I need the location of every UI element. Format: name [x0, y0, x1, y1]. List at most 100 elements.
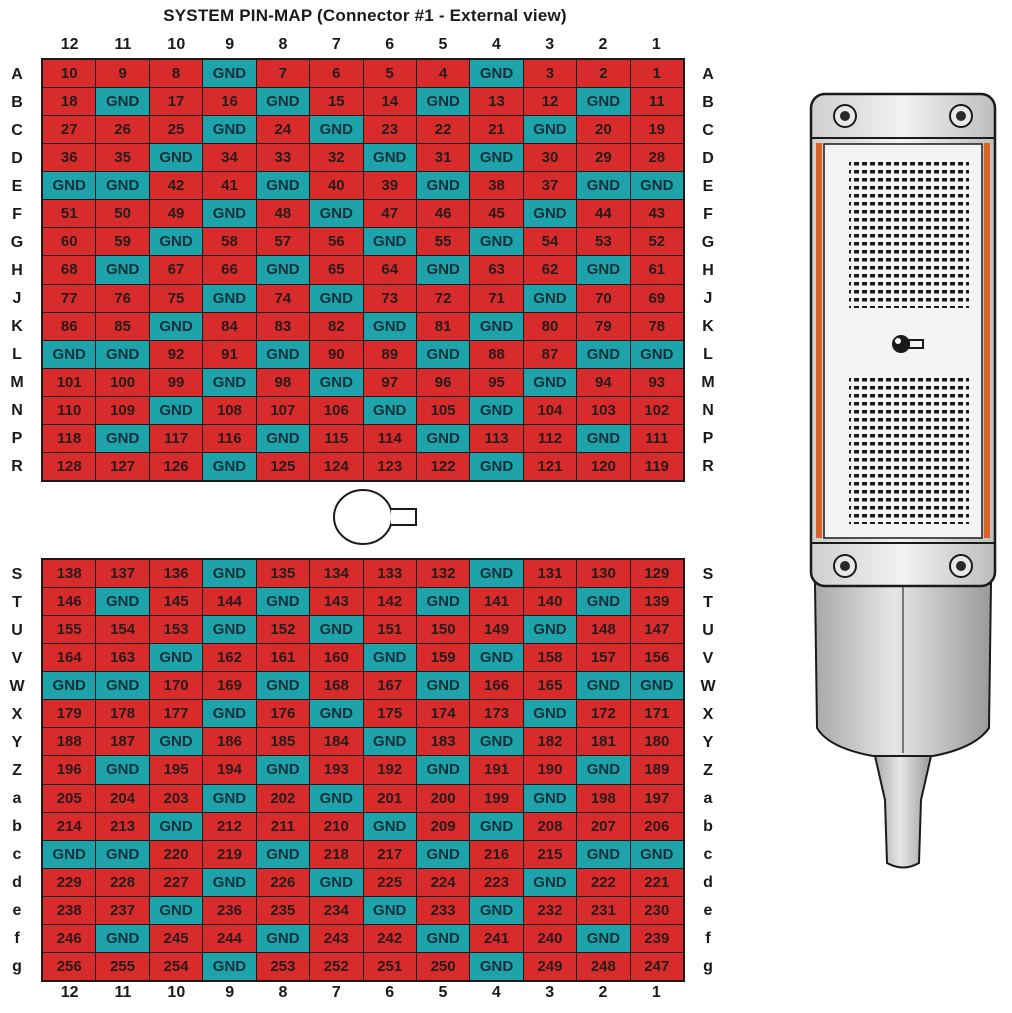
column-label: 2	[598, 36, 608, 53]
gnd-pin-cell: GND	[577, 424, 630, 452]
row-label: d	[703, 874, 713, 891]
gnd-pin-cell: GND	[470, 896, 523, 924]
gnd-pin-cell: GND	[363, 644, 416, 672]
gnd-pin-cell: GND	[363, 812, 416, 840]
pin-cell: 65	[310, 256, 363, 284]
pin-cell: 246	[43, 924, 96, 952]
pin-cell: 126	[149, 452, 203, 480]
gnd-pin-cell: GND	[43, 172, 96, 200]
pin-cell: 158	[523, 644, 577, 672]
gnd-pin-cell: GND	[470, 60, 523, 88]
pin-cell: 4	[416, 60, 470, 88]
gnd-pin-cell: GND	[203, 700, 256, 728]
row-label: a	[12, 790, 22, 807]
pin-cell: 205	[43, 784, 96, 812]
pin-cell: 217	[363, 840, 416, 868]
gnd-pin-cell: GND	[256, 840, 310, 868]
pin-cell: 14	[363, 88, 416, 116]
row-label: g	[12, 958, 22, 975]
pin-cell: 109	[96, 396, 149, 424]
pin-cell: 51	[43, 200, 96, 228]
column-label: 12	[60, 36, 79, 53]
pin-cell: 204	[96, 784, 149, 812]
gnd-pin-cell: GND	[630, 340, 683, 368]
row-label: L	[703, 346, 713, 363]
column-label: 8	[278, 984, 288, 1001]
column-label: 11	[114, 984, 132, 1001]
gnd-pin-cell: GND	[203, 952, 256, 980]
gnd-pin-cell: GND	[203, 616, 256, 644]
gnd-pin-cell: GND	[310, 616, 363, 644]
gnd-pin-cell: GND	[523, 868, 577, 896]
pin-cell: 122	[416, 452, 470, 480]
pin-cell: 79	[577, 312, 630, 340]
pin-cell: 64	[363, 256, 416, 284]
row-label: S	[11, 566, 23, 583]
row-label: E	[11, 178, 23, 195]
pin-cell: 192	[363, 756, 416, 784]
pin-cell: 153	[149, 616, 203, 644]
pin-cell: 162	[203, 644, 256, 672]
row-label: A	[702, 66, 714, 83]
pin-cell: 40	[310, 172, 363, 200]
gnd-pin-cell: GND	[43, 840, 96, 868]
row-label: Z	[12, 762, 22, 779]
pin-cell: 228	[96, 868, 149, 896]
pin-cell: 230	[630, 896, 683, 924]
column-label: 12	[60, 984, 79, 1001]
pin-cell: 159	[416, 644, 470, 672]
pin-cell: 151	[363, 616, 416, 644]
row-label: G	[701, 234, 715, 251]
diagram-title: SYSTEM PIN-MAP (Connector #1 - External …	[163, 6, 567, 25]
pin-cell: 218	[310, 840, 363, 868]
pin-cell: 19	[630, 116, 683, 144]
row-label: W	[9, 678, 25, 695]
gnd-pin-cell: GND	[470, 228, 523, 256]
pin-cell: 42	[149, 172, 203, 200]
gnd-pin-cell: GND	[416, 256, 470, 284]
row-label: d	[12, 874, 22, 891]
pin-cell: 189	[630, 756, 683, 784]
pin-cell: 67	[149, 256, 203, 284]
pin-cell: 148	[577, 616, 630, 644]
pin-cell: 200	[416, 784, 470, 812]
pin-cell: 88	[470, 340, 523, 368]
pin-cell: 133	[363, 560, 416, 588]
column-label: 4	[491, 984, 501, 1001]
gnd-pin-cell: GND	[149, 312, 203, 340]
row-label: F	[12, 206, 22, 223]
pin-cell: 208	[523, 812, 577, 840]
pin-cell: 141	[470, 588, 523, 616]
pin-cell: 123	[363, 452, 416, 480]
pin-cell: 10	[43, 60, 96, 88]
gnd-pin-cell: GND	[470, 312, 523, 340]
pin-cell: 43	[630, 200, 683, 228]
pin-cell: 164	[43, 644, 96, 672]
pin-cell: 249	[523, 952, 577, 980]
pin-cell: 216	[470, 840, 523, 868]
gnd-pin-cell: GND	[577, 340, 630, 368]
pin-cell: 104	[523, 396, 577, 424]
row-label: e	[12, 902, 22, 919]
row-label: J	[12, 290, 22, 307]
column-label: 1	[651, 984, 661, 1001]
row-label: D	[702, 150, 714, 167]
pin-cell: 157	[577, 644, 630, 672]
pin-cell: 74	[256, 284, 310, 312]
pin-cell: 13	[470, 88, 523, 116]
pin-cell: 56	[310, 228, 363, 256]
pin-cell: 63	[470, 256, 523, 284]
pin-cell: 239	[630, 924, 683, 952]
pin-cell: 219	[203, 840, 256, 868]
pin-cell: 72	[416, 284, 470, 312]
gnd-pin-cell: GND	[470, 144, 523, 172]
gnd-pin-cell: GND	[256, 88, 310, 116]
pin-cell: 70	[577, 284, 630, 312]
pin-cell: 124	[310, 452, 363, 480]
gnd-pin-cell: GND	[523, 200, 577, 228]
pin-cell: 90	[310, 340, 363, 368]
pin-cell: 45	[470, 200, 523, 228]
gnd-pin-cell: GND	[96, 588, 149, 616]
pin-cell: 235	[256, 896, 310, 924]
pin-cell: 191	[470, 756, 523, 784]
